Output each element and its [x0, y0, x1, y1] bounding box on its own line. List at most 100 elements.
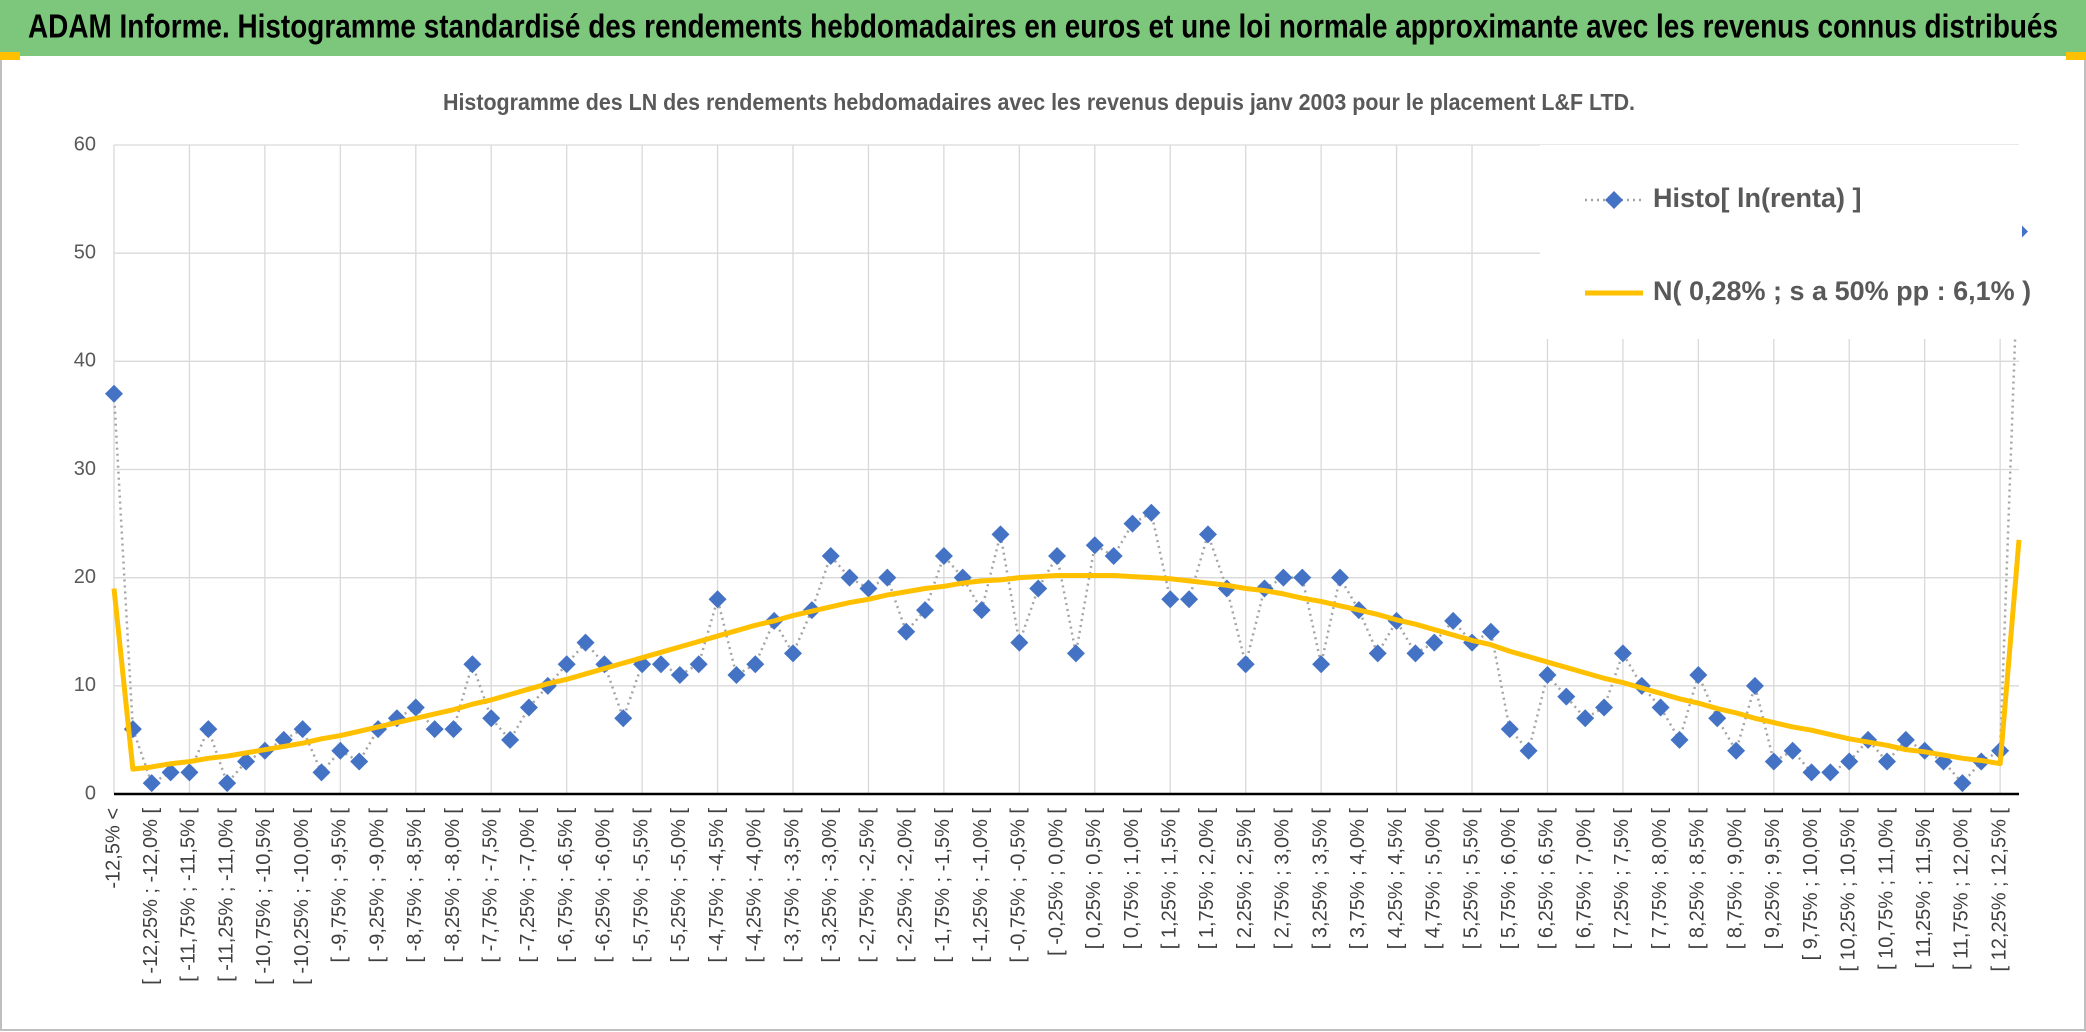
x-tick-label: [ -6,75% ; -6,5% [ — [555, 808, 577, 963]
x-tick-label: [ -4,75% ; -4,5% [ — [706, 808, 728, 963]
marker — [1877, 752, 1896, 771]
marker — [199, 720, 218, 739]
x-tick-label: [ 5,25% ; 5,5% [ — [1460, 808, 1482, 950]
x-tick-label: [ -5,75% ; -5,5% [ — [630, 808, 652, 963]
marker — [1236, 655, 1255, 674]
x-tick-label: [ 4,75% ; 5,0% [ — [1423, 808, 1445, 950]
x-tick-label: [ -10,25% ; -10,0% [ — [291, 808, 313, 985]
x-tick-label: [ -8,25% ; -8,0% [ — [442, 808, 464, 963]
y-tick-label: 10 — [74, 674, 96, 696]
marker — [161, 763, 180, 782]
marker — [1519, 741, 1538, 760]
marker — [1595, 698, 1614, 717]
legend-box — [1540, 145, 2022, 339]
marker — [406, 698, 425, 717]
x-tick-label: [ -3,25% ; -3,0% [ — [819, 808, 841, 963]
x-tick-label: [ -2,25% ; -2,0% [ — [894, 808, 916, 963]
x-tick-label: [ -11,25% ; -11,0% [ — [215, 808, 237, 982]
marker — [331, 741, 350, 760]
marker — [1821, 763, 1840, 782]
marker — [1708, 709, 1727, 728]
y-tick-label: 20 — [74, 566, 96, 588]
y-tick-label: 60 — [74, 133, 96, 155]
marker — [1425, 633, 1444, 652]
marker — [576, 633, 595, 652]
x-tick-label: [ 0,25% ; 0,5% [ — [1083, 808, 1105, 950]
marker — [1142, 503, 1161, 522]
x-tick-label: [ -10,75% ; -10,5% [ — [253, 808, 275, 985]
x-tick-label: [ -0,25% ; 0,0% [ — [1045, 808, 1067, 956]
marker — [1670, 730, 1689, 749]
x-tick-label: [ 11,25% ; 11,5% [ — [1913, 808, 1935, 969]
x-tick-label: [ 5,75% ; 6,0% [ — [1498, 808, 1520, 950]
marker — [350, 752, 369, 771]
marker — [557, 655, 576, 674]
y-tick-label: 40 — [74, 350, 96, 372]
marker — [840, 568, 859, 587]
marker — [1896, 730, 1915, 749]
marker — [425, 720, 444, 739]
x-tick-label: -12,5% < — [102, 808, 124, 889]
x-tick-label: [ -11,75% ; -11,5% [ — [178, 808, 200, 982]
marker — [1576, 709, 1595, 728]
x-tick-label: [ 10,75% ; 11,0% [ — [1875, 808, 1897, 970]
marker — [897, 622, 916, 641]
corner-mark — [0, 52, 20, 60]
marker — [1840, 752, 1859, 771]
marker — [1048, 547, 1067, 566]
y-tick-label: 0 — [85, 782, 96, 804]
marker — [1274, 568, 1293, 587]
marker — [746, 655, 765, 674]
marker — [689, 655, 708, 674]
marker — [1123, 514, 1142, 533]
y-tick-label: 30 — [74, 458, 96, 480]
page-title: ADAM Informe. Histogramme standardisé de… — [28, 8, 2058, 45]
legend-marker — [1605, 191, 1623, 209]
x-tick-label: [ 3,75% ; 4,0% [ — [1347, 808, 1369, 950]
x-tick-label: [ 11,75% ; 12,0% [ — [1951, 808, 1973, 970]
marker — [859, 579, 878, 598]
marker — [1689, 666, 1708, 685]
marker — [1066, 644, 1085, 663]
x-tick-label: [ -0,75% ; -0,5% [ — [1008, 808, 1030, 963]
marker — [821, 547, 840, 566]
marker — [237, 752, 256, 771]
x-tick-label: [ 8,75% ; 9,0% [ — [1724, 808, 1746, 950]
marker — [1802, 763, 1821, 782]
marker — [1745, 676, 1764, 695]
x-tick-label: [ 6,25% ; 6,5% [ — [1536, 808, 1558, 950]
marker — [312, 763, 331, 782]
marker — [614, 709, 633, 728]
x-tick-label: [ 3,25% ; 3,5% [ — [1309, 808, 1331, 950]
marker — [463, 655, 482, 674]
marker — [670, 666, 689, 685]
marker — [727, 666, 746, 685]
marker — [1500, 720, 1519, 739]
marker — [1481, 622, 1500, 641]
marker — [1104, 547, 1123, 566]
marker — [1029, 579, 1048, 598]
legend-label: N( 0,28% ; s a 50% pp : 6,1% ) — [1653, 276, 2031, 306]
marker — [1538, 666, 1557, 685]
marker — [501, 730, 520, 749]
marker — [784, 644, 803, 663]
marker — [218, 774, 237, 793]
marker — [142, 774, 161, 793]
legend-label: Histo[ ln(renta) ] — [1653, 183, 1862, 213]
x-tick-label: [ 1,25% ; 1,5% [ — [1159, 808, 1181, 950]
marker — [1764, 752, 1783, 771]
marker — [1444, 611, 1463, 630]
x-tick-label: [ 8,25% ; 8,5% [ — [1687, 808, 1709, 950]
x-tick-label: [ -9,25% ; -9,0% [ — [366, 808, 388, 963]
x-tick-label: [ -1,25% ; -1,0% [ — [970, 808, 992, 963]
x-tick-label: [ -12,25% ; -12,0% [ — [140, 808, 162, 985]
x-tick-label: [ -8,75% ; -8,5% [ — [404, 808, 426, 963]
x-tick-label: [ -7,75% ; -7,5% [ — [480, 808, 502, 963]
x-tick-label: [ 7,25% ; 7,5% [ — [1611, 808, 1633, 950]
marker — [482, 709, 501, 728]
x-tick-label: [ 9,75% ; 10,0% [ — [1800, 808, 1822, 961]
marker — [1613, 644, 1632, 663]
corner-mark — [2066, 52, 2086, 60]
